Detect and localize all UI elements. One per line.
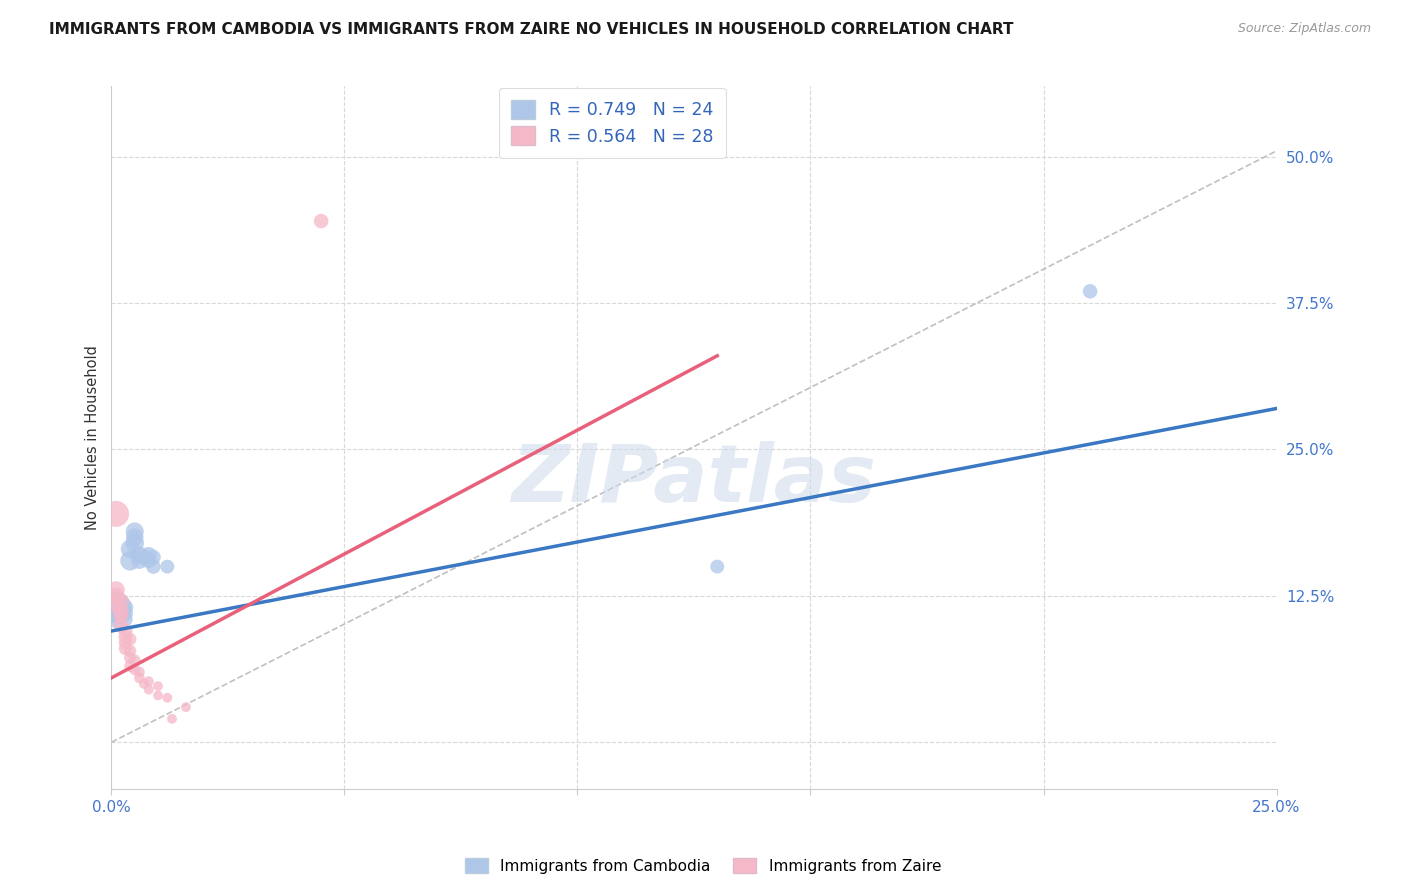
Point — [110, 608, 132, 623]
Point — [114, 600, 136, 615]
Point — [138, 682, 160, 697]
Point — [105, 612, 128, 626]
Point — [309, 214, 332, 228]
Point — [124, 536, 146, 550]
Point — [110, 595, 132, 609]
Legend: Immigrants from Cambodia, Immigrants from Zaire: Immigrants from Cambodia, Immigrants fro… — [458, 852, 948, 880]
Point — [110, 597, 132, 611]
Point — [114, 636, 136, 650]
Point — [1078, 285, 1101, 299]
Point — [132, 677, 155, 691]
Point — [114, 624, 136, 638]
Point — [118, 644, 141, 658]
Point — [114, 630, 136, 644]
Point — [105, 507, 128, 521]
Point — [146, 679, 169, 693]
Point — [146, 689, 169, 703]
Point — [174, 700, 197, 714]
Point — [124, 653, 146, 667]
Point — [110, 608, 132, 623]
Point — [138, 674, 160, 689]
Text: Source: ZipAtlas.com: Source: ZipAtlas.com — [1237, 22, 1371, 36]
Point — [105, 607, 128, 621]
Point — [114, 641, 136, 656]
Point — [114, 612, 136, 626]
Point — [124, 530, 146, 544]
Text: IMMIGRANTS FROM CAMBODIA VS IMMIGRANTS FROM ZAIRE NO VEHICLES IN HOUSEHOLD CORRE: IMMIGRANTS FROM CAMBODIA VS IMMIGRANTS F… — [49, 22, 1014, 37]
Point — [160, 712, 183, 726]
Point — [110, 604, 132, 618]
Point — [118, 541, 141, 556]
Point — [128, 548, 150, 562]
Point — [128, 665, 150, 679]
Point — [142, 559, 165, 574]
Point — [706, 559, 728, 574]
Point — [138, 554, 160, 568]
Point — [110, 618, 132, 632]
Point — [132, 550, 155, 565]
Legend: R = 0.749   N = 24, R = 0.564   N = 28: R = 0.749 N = 24, R = 0.564 N = 28 — [499, 88, 725, 158]
Point — [105, 589, 128, 603]
Text: ZIPatlas: ZIPatlas — [512, 441, 876, 519]
Point — [118, 651, 141, 665]
Point — [118, 632, 141, 647]
Point — [138, 548, 160, 562]
Point — [124, 663, 146, 677]
Point — [110, 604, 132, 618]
Y-axis label: No Vehicles in Household: No Vehicles in Household — [86, 345, 100, 530]
Point — [128, 554, 150, 568]
Point — [105, 597, 128, 611]
Point — [156, 559, 179, 574]
Point — [118, 554, 141, 568]
Point — [105, 582, 128, 597]
Point — [156, 690, 179, 705]
Point — [128, 671, 150, 685]
Point — [142, 550, 165, 565]
Point — [114, 607, 136, 621]
Point — [118, 659, 141, 673]
Point — [124, 524, 146, 539]
Point — [105, 600, 128, 615]
